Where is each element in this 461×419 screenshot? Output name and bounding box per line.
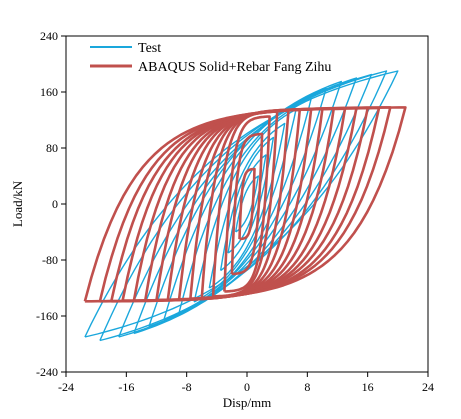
x-tick-label: 8 (304, 380, 310, 394)
hysteresis-loop (235, 175, 259, 233)
legend-label-test: Test (138, 41, 161, 56)
y-tick-label: -80 (42, 253, 58, 267)
y-tick-label: -160 (36, 309, 58, 323)
x-tick-label: 16 (362, 380, 374, 394)
y-tick-label: 160 (40, 85, 58, 99)
y-tick-label: 240 (40, 29, 58, 43)
x-tick-label: -8 (182, 380, 192, 394)
hysteresis-loop (223, 115, 271, 293)
series-layer (83, 70, 407, 342)
legend: Test ABAQUS Solid+Rebar Fang Zihu (90, 41, 331, 75)
hysteresis-loop (219, 136, 275, 272)
y-axis-title: Load/kN (10, 180, 25, 227)
y-tick-label: -240 (36, 365, 58, 379)
x-tick-label: 24 (422, 380, 434, 394)
hysteresis-loop (83, 106, 407, 303)
hysteresis-loop (208, 122, 286, 289)
x-axis-title: Disp/mm (223, 395, 271, 410)
hysteresis-loop (230, 132, 264, 276)
x-tick-label: 0 (244, 380, 250, 394)
x-tick-label: -16 (118, 380, 134, 394)
series-abaqus (83, 106, 407, 303)
y-tick-label: 80 (46, 141, 58, 155)
legend-label-abaqus: ABAQUS Solid+Rebar Fang Zihu (138, 60, 331, 75)
hysteresis-loop (238, 167, 256, 241)
hysteresis-loop (84, 70, 399, 338)
x-tick-label: -24 (58, 380, 74, 394)
y-tick-label: 0 (52, 197, 58, 211)
hysteresis-loop (99, 70, 388, 342)
